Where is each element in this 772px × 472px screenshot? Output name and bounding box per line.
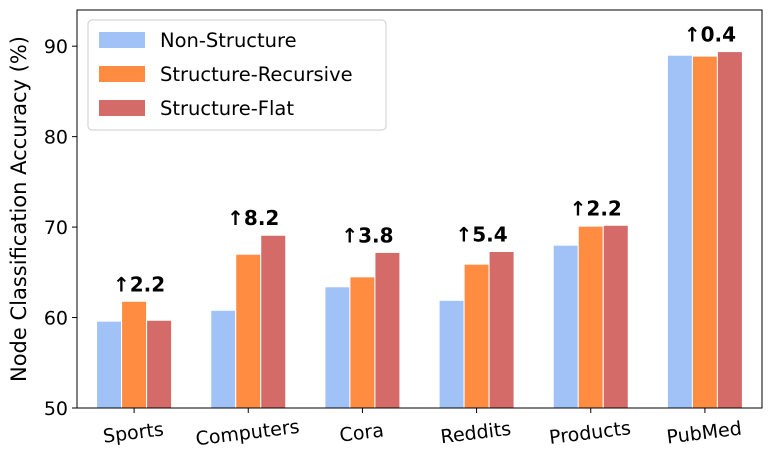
bar-pubmed-non-structure: [666, 54, 693, 409]
bar-cora-structure-flat: [374, 251, 401, 409]
bar-cora-non-structure: [324, 286, 351, 409]
legend-label: Structure-Flat: [160, 97, 294, 120]
bar-reddits-non-structure: [438, 299, 465, 409]
x-tick-label-cora: Cora: [338, 419, 385, 446]
x-tick-label-reddits: Reddits: [439, 418, 512, 448]
gain-annotation: ↑5.4: [455, 223, 507, 247]
legend-swatch: [99, 100, 145, 116]
y-tick-label: 60: [44, 308, 68, 330]
bar-cora-structure-recursive: [349, 276, 376, 409]
bar-products-structure-recursive: [577, 225, 604, 409]
y-tick-label: 50: [44, 398, 68, 420]
bar-products-structure-flat: [602, 224, 629, 409]
legend-swatch: [99, 66, 145, 82]
bar-reddits-structure-recursive: [463, 263, 490, 409]
y-tick-label: 90: [44, 36, 68, 58]
bar-sports-non-structure: [96, 320, 123, 409]
gain-annotation: ↑0.4: [684, 23, 736, 47]
x-tick-label-computers: Computers: [194, 416, 300, 451]
bar-sports-structure-recursive: [121, 300, 148, 409]
gain-annotation: ↑8.2: [227, 206, 279, 230]
x-tick-label-products: Products: [548, 417, 632, 449]
plot-frame: [76, 9, 763, 409]
x-tick-label-sports: Sports: [102, 418, 165, 447]
x-tick-label-pubmed: PubMed: [665, 418, 742, 449]
gain-annotation: ↑3.8: [341, 223, 393, 247]
y-tick-label: 70: [44, 217, 68, 239]
legend: Non-Structure Structure-Recursive Structur…: [87, 19, 387, 131]
legend-box: [87, 19, 387, 131]
bar-computers-non-structure: [210, 309, 237, 409]
y-axis-title: Node Classification Accuracy (%): [7, 36, 31, 382]
y-axis: 50 60 70 80 90: [44, 36, 77, 420]
bar-computers-structure-flat: [260, 234, 287, 409]
y-tick-label: 80: [44, 127, 68, 149]
bar-computers-structure-recursive: [235, 253, 262, 409]
gain-annotation: ↑2.2: [113, 272, 165, 296]
legend-label: Structure-Recursive: [160, 63, 353, 86]
bar-reddits-structure-flat: [488, 251, 515, 409]
bar-pubmed-structure-flat: [716, 51, 743, 409]
x-axis: Sports Computers Cora Reddits Products PubMed: [102, 408, 743, 450]
bar-pubmed-structure-recursive: [691, 55, 718, 409]
bars-layer: [96, 51, 743, 409]
bar-products-non-structure: [552, 244, 579, 409]
bar-sports-structure-flat: [146, 319, 173, 409]
legend-label: Non-Structure: [160, 29, 297, 52]
gain-annotation: ↑2.2: [570, 196, 622, 220]
legend-swatch: [99, 32, 145, 48]
annotations-layer: ↑2.2 ↑8.2 ↑3.8 ↑5.4 ↑2.2 ↑0.4: [113, 23, 736, 297]
